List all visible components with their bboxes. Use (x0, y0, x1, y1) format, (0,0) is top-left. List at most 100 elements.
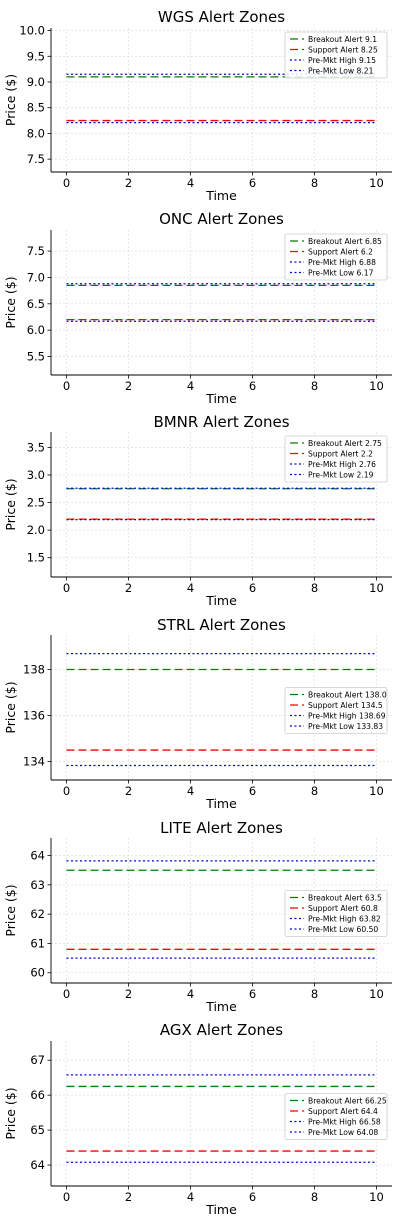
legend-entry: Pre-Mkt Low 64.08 (308, 1128, 378, 1137)
x-tick-label: 0 (63, 1190, 70, 1204)
x-tick-label: 0 (63, 784, 70, 798)
y-axis-label: Price ($) (3, 884, 18, 936)
x-tick-label: 10 (369, 1190, 384, 1204)
legend-entry: Support Alert 134.5 (308, 701, 383, 710)
y-tick-label: 10.0 (19, 24, 45, 38)
y-tick-label: 3.0 (27, 468, 45, 482)
x-tick-label: 6 (249, 176, 256, 190)
legend-entry: Pre-Mkt Low 2.19 (308, 471, 374, 480)
x-tick-label: 8 (311, 379, 318, 393)
y-axis-label: Price ($) (3, 276, 18, 328)
x-tick-label: 8 (311, 176, 318, 190)
x-tick-label: 4 (187, 987, 194, 1001)
x-tick-label: 2 (125, 987, 132, 1001)
y-tick-label: 136 (23, 709, 45, 723)
legend-entry: Pre-Mkt High 2.76 (308, 460, 376, 469)
legend-entry: Pre-Mkt High 138.69 (308, 712, 386, 721)
y-tick-label: 9.5 (27, 49, 45, 63)
y-tick-label: 6.0 (27, 323, 45, 337)
legend-entry: Pre-Mkt Low 6.17 (308, 269, 374, 278)
legend-entry: Pre-Mkt Low 60.50 (308, 925, 378, 934)
y-tick-label: 9.0 (27, 75, 45, 89)
x-tick-label: 4 (187, 784, 194, 798)
x-tick-label: 0 (63, 176, 70, 190)
legend-entry: Breakout Alert 63.5 (308, 894, 382, 903)
x-tick-label: 10 (369, 784, 384, 798)
x-tick-label: 2 (125, 581, 132, 595)
y-tick-label: 138 (23, 663, 45, 677)
legend-entry: Pre-Mkt High 63.82 (308, 915, 381, 924)
legend-entry: Support Alert 8.25 (308, 46, 378, 55)
x-tick-label: 6 (249, 379, 256, 393)
x-tick-label: 0 (63, 987, 70, 1001)
chart-5: AGX Alert Zones 0 2 4 6 8 10 64 65 66 67 Time Price … (3, 1021, 392, 1217)
legend-box (284, 31, 388, 79)
x-tick-label: 6 (249, 581, 256, 595)
chart-title: BMNR Alert Zones (153, 413, 289, 431)
x-axis-label: Time (205, 593, 237, 608)
chart-1: ONC Alert Zones 0 2 4 6 8 10 5.5 6.0 6.5 7.0 7.5 Tim… (3, 210, 392, 406)
x-tick-label: 8 (311, 581, 318, 595)
x-tick-label: 10 (369, 379, 384, 393)
legend-entry: Breakout Alert 66.25 (308, 1097, 387, 1106)
legend-entry: Breakout Alert 138.0 (308, 691, 387, 700)
y-tick-label: 6.5 (27, 297, 45, 311)
legend-box (284, 890, 388, 937)
x-tick-label: 0 (63, 581, 70, 595)
chart-title: WGS Alert Zones (158, 8, 285, 26)
y-axis-label: Price ($) (3, 681, 18, 733)
y-tick-label: 1.5 (27, 551, 45, 565)
y-tick-label: 67 (30, 1053, 45, 1067)
x-tick-label: 2 (125, 176, 132, 190)
x-tick-label: 4 (187, 379, 194, 393)
chart-title: ONC Alert Zones (159, 210, 284, 228)
y-tick-label: 7.0 (27, 270, 45, 284)
y-axis-label: Price ($) (3, 1087, 18, 1139)
chart-0: WGS Alert Zones 0 2 4 6 8 10 7.5 8.0 8.5 9.0 9.5 10.… (3, 8, 392, 203)
legend-box (284, 687, 388, 734)
legend-entry: Pre-Mkt High 9.15 (308, 56, 376, 65)
x-tick-label: 6 (249, 1190, 256, 1204)
legend-entry: Pre-Mkt High 66.58 (308, 1118, 381, 1127)
legend-entry: Pre-Mkt High 6.88 (308, 258, 376, 267)
x-axis-label: Time (205, 999, 237, 1014)
x-tick-label: 6 (249, 784, 256, 798)
y-axis-label: Price ($) (3, 74, 18, 126)
y-tick-label: 63 (30, 878, 45, 892)
legend-box (284, 435, 388, 483)
legend-entry: Support Alert 2.2 (308, 450, 373, 459)
y-tick-label: 66 (30, 1088, 45, 1102)
x-axis-label: Time (205, 1202, 237, 1217)
x-axis-label: Time (205, 188, 237, 203)
x-tick-label: 8 (311, 1190, 318, 1204)
chart-3: STRL Alert Zones 0 2 4 6 8 10 134 136 138 Time Pric… (3, 616, 392, 811)
y-tick-label: 64 (30, 849, 45, 863)
x-tick-label: 8 (311, 987, 318, 1001)
x-tick-label: 10 (369, 987, 384, 1001)
x-tick-label: 2 (125, 1190, 132, 1204)
y-tick-label: 65 (30, 1123, 45, 1137)
y-tick-label: 64 (30, 1158, 45, 1172)
legend-box (284, 1093, 388, 1140)
y-axis-label: Price ($) (3, 478, 18, 530)
x-tick-label: 4 (187, 581, 194, 595)
chart-4: LITE Alert Zones 0 2 4 6 8 10 60 61 62 63 64 Time Pri… (3, 819, 392, 1014)
x-axis-label: Time (205, 391, 237, 406)
chart-title: AGX Alert Zones (160, 1021, 283, 1039)
y-tick-label: 134 (23, 755, 45, 769)
x-tick-label: 2 (125, 784, 132, 798)
y-tick-label: 7.5 (27, 152, 45, 166)
legend-entry: Pre-Mkt Low 8.21 (308, 67, 374, 76)
legend-entry: Pre-Mkt Low 133.83 (308, 722, 383, 731)
y-tick-label: 7.5 (27, 244, 45, 258)
legend-entry: Breakout Alert 2.75 (308, 439, 382, 448)
legend-entry: Breakout Alert 6.85 (308, 237, 382, 246)
